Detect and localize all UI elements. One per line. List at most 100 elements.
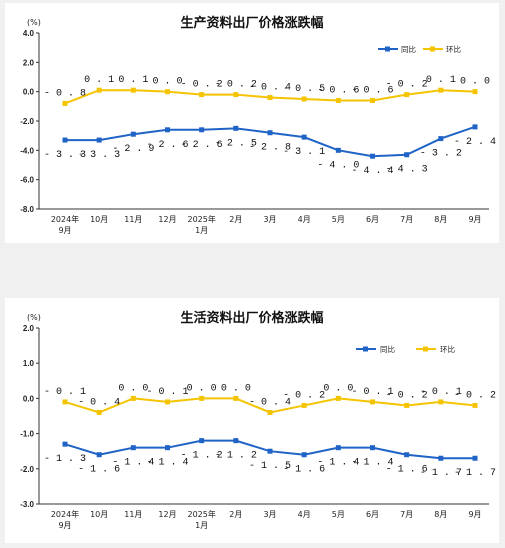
production-price-chart: 生产资料出厂价格涨跌幅 (%) 同比 环比 4.0 2.0 0.0 -2.0 -4.0 -… <box>20 15 496 235</box>
data-point-mom <box>165 89 170 95</box>
y-tick-label: -6.0 <box>20 176 34 185</box>
legend: 同比 环比 <box>378 44 461 54</box>
data-point-mom <box>199 395 205 401</box>
y-tick-label: -4.0 <box>20 146 34 155</box>
data-label-yoy: - 2 . 6 <box>146 140 188 151</box>
chart-title: 生产资料出厂价格涨跌幅 <box>180 15 323 31</box>
consumer-price-chart: 生活资料出厂价格涨跌幅 (%) 同比 环比 2.0 1.0 0.0 -1.0 -2.0 -… <box>20 310 496 530</box>
x-tick-line: 3月 <box>263 215 276 224</box>
data-point-mom <box>301 402 307 408</box>
y-tick-label: 2.0 <box>23 58 35 67</box>
data-point-yoy <box>267 130 273 136</box>
y-tick-label: -2.0 <box>20 465 34 474</box>
data-point-yoy <box>370 153 375 159</box>
x-tick-line: 4月 <box>298 215 311 224</box>
x-tick-label: 4月 <box>298 215 311 224</box>
x-tick-line: 2024年 <box>51 214 79 224</box>
data-point-yoy <box>301 134 307 140</box>
data-label-yoy: - 4 . 4 <box>351 166 393 177</box>
data-label-mom: 0 . 0 <box>152 77 182 88</box>
chart-panel-consumer: 生活资料出厂价格涨跌幅 (%) 同比 环比 2.0 1.0 0.0 -1.0 -2.0 -… <box>5 298 499 543</box>
data-label-yoy: - 1 . 6 <box>78 465 120 476</box>
x-tick-label: 9月 <box>468 215 481 224</box>
data-label-mom: 0 . 1 <box>84 75 114 86</box>
data-label-mom: 0 . 1 <box>118 75 148 86</box>
data-point-mom <box>165 399 170 405</box>
y-tick-label: -3.0 <box>20 500 34 509</box>
x-tick-line: 11月 <box>124 215 142 224</box>
data-label-mom: 0 . 0 <box>118 383 148 394</box>
data-label-yoy: - 2 . 9 <box>112 144 154 155</box>
legend-mom-marker <box>423 346 428 352</box>
x-tick-label: 6月 <box>366 215 379 224</box>
data-label-yoy: - 1 . 4 <box>112 458 154 469</box>
y-tick-label: -2.0 <box>20 117 34 126</box>
x-tick-line: 7月 <box>400 510 413 519</box>
x-tick-label: 2024年 9月 <box>51 509 79 530</box>
data-label-yoy: - 1 . 7 <box>454 468 496 479</box>
y-tick-label: -8.0 <box>20 205 34 214</box>
data-label-yoy: - 1 . 2 <box>215 451 257 462</box>
data-point-yoy <box>62 441 68 447</box>
x-tick-label: 5月 <box>332 510 345 519</box>
data-point-mom <box>62 100 68 106</box>
data-point-yoy <box>335 445 341 451</box>
data-point-yoy <box>472 124 478 130</box>
data-label-mom: - 0 . 1 <box>420 387 462 398</box>
x-tick-label: 11月 <box>124 215 142 224</box>
data-point-mom <box>472 89 478 95</box>
data-label-mom: - 0 . 2 <box>215 80 257 91</box>
data-label-yoy: - 4 . 3 <box>386 165 428 176</box>
legend-mom-label: 环比 <box>440 344 455 354</box>
data-label-mom: - 0 . 2 <box>181 80 223 91</box>
legend-yoy-label: 同比 <box>401 44 416 54</box>
data-point-mom <box>335 395 341 401</box>
data-label-mom: - 0 . 2 <box>386 390 428 401</box>
x-tick-label: 9月 <box>468 510 481 519</box>
x-tick-line: 9月 <box>468 510 481 519</box>
data-label-mom: - 0 . 1 <box>146 387 188 398</box>
y-tick-label: 0.0 <box>23 88 35 97</box>
data-point-mom <box>472 402 478 408</box>
data-point-mom <box>267 95 273 101</box>
data-label-yoy: - 3 . 3 <box>78 150 120 161</box>
data-point-mom <box>199 92 205 98</box>
x-tick-label: 11月 <box>124 510 142 519</box>
x-tick-label: 2025年 1月 <box>187 214 215 235</box>
x-tick-label: 8月 <box>434 215 447 224</box>
data-point-mom <box>370 97 375 103</box>
data-label-yoy: - 1 . 4 <box>146 458 188 469</box>
x-tick-line: 4月 <box>298 510 311 519</box>
data-label-mom: - 0 . 4 <box>249 397 291 408</box>
data-point-mom <box>130 87 136 93</box>
legend-yoy-marker <box>385 46 390 52</box>
data-label-mom: 0 . 0 <box>187 383 217 394</box>
data-label-yoy: - 3 . 1 <box>283 147 325 158</box>
data-label-yoy: - 2 . 8 <box>249 143 291 154</box>
data-label-mom: - 0 . 4 <box>249 83 291 94</box>
x-tick-label: 7月 <box>400 510 413 519</box>
data-label-yoy: - 1 . 7 <box>420 468 462 479</box>
data-point-mom <box>62 399 68 405</box>
x-tick-line: 10月 <box>90 215 108 224</box>
data-label-yoy: - 1 . 6 <box>386 465 428 476</box>
x-tick-line: 2025年 <box>187 214 215 224</box>
data-label-mom: - 0 . 8 <box>44 88 86 99</box>
data-point-yoy <box>370 445 375 451</box>
data-point-mom <box>404 92 410 98</box>
x-tick-line: 5月 <box>332 215 345 224</box>
x-tick-label: 12月 <box>158 510 176 519</box>
data-point-mom <box>96 409 102 415</box>
data-point-mom <box>335 97 341 103</box>
x-tick-label: 8月 <box>434 510 447 519</box>
chart-title: 生活资料出厂价格涨跌幅 <box>180 310 323 326</box>
data-label-mom: 0 . 0 <box>460 77 490 88</box>
data-label-mom: - 0 . 4 <box>78 397 120 408</box>
x-tick-label: 6月 <box>366 510 379 519</box>
data-point-yoy <box>301 452 307 458</box>
data-label-yoy: - 3 . 2 <box>420 149 462 160</box>
data-label-mom: 0 . 1 <box>426 75 456 86</box>
x-tick-line: 1月 <box>195 226 208 235</box>
legend-mom-label: 环比 <box>446 44 461 54</box>
x-tick-line: 9月 <box>468 215 481 224</box>
